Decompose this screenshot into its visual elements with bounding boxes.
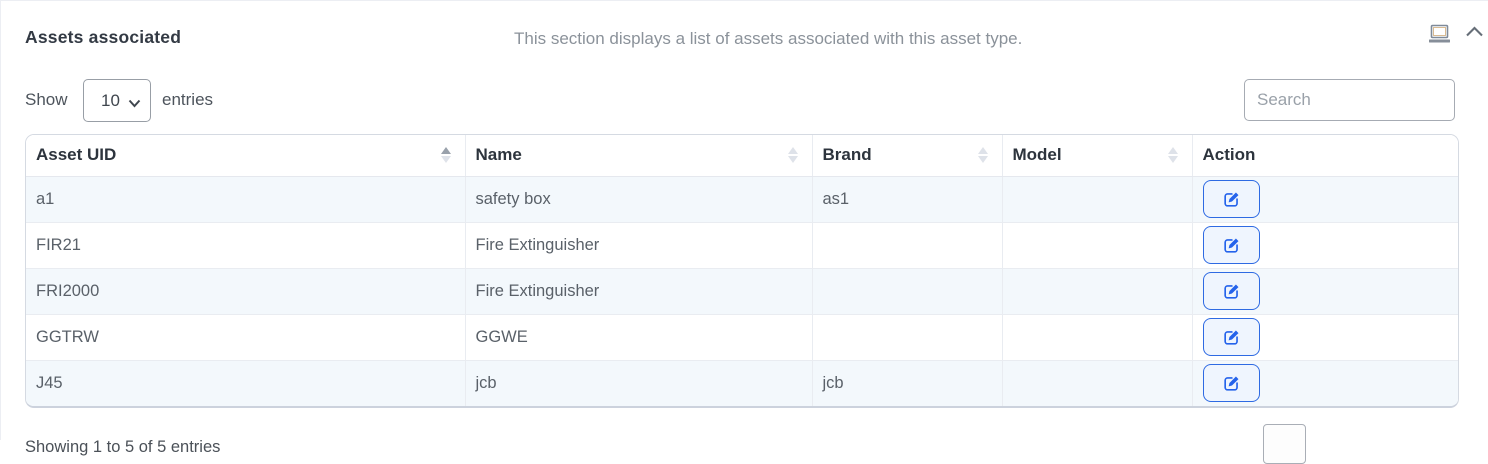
cell-action: [1192, 314, 1458, 361]
section-title: Assets associated: [25, 27, 182, 47]
table-row: FRI2000 Fire Extinguisher: [26, 268, 1458, 315]
edit-pencil-square-icon: [1223, 192, 1238, 207]
edit-pencil-square-icon: [1223, 238, 1238, 253]
cell-model: [1002, 176, 1193, 223]
cell-name: Fire Extinguisher: [465, 222, 813, 269]
assets-table: Asset UID Name Brand: [26, 135, 1458, 406]
cell-asset-uid: FIR21: [26, 222, 466, 269]
edit-pencil-square-icon: [1223, 284, 1238, 299]
cell-action: [1192, 176, 1458, 223]
edit-button[interactable]: [1202, 226, 1260, 264]
edit-pencil-square-icon: [1223, 330, 1238, 345]
cell-name: safety box: [465, 176, 813, 223]
column-header-name[interactable]: Name: [465, 135, 813, 177]
column-label: Brand: [822, 145, 872, 165]
table-row: FIR21 Fire Extinguisher: [26, 222, 1458, 269]
laptop-icon[interactable]: [1428, 24, 1451, 49]
column-label: Asset UID: [36, 145, 117, 165]
table-row: J45 jcb jcb: [26, 360, 1458, 406]
sort-icon: [787, 147, 798, 164]
cell-asset-uid: a1: [26, 176, 466, 223]
column-label: Name: [475, 145, 522, 165]
pagination-current-page-button[interactable]: [1263, 424, 1306, 464]
table-header: Asset UID Name Brand: [26, 135, 1458, 177]
edit-pencil-square-icon: [1223, 376, 1238, 391]
page-size-select[interactable]: 10: [83, 79, 151, 122]
section-description: This section displays a list of assets a…: [514, 29, 1023, 48]
cell-brand: [812, 222, 1003, 269]
cell-name: Fire Extinguisher: [465, 268, 813, 315]
cell-model: [1002, 222, 1193, 269]
cell-brand: jcb: [812, 360, 1003, 406]
search-input[interactable]: [1244, 79, 1455, 121]
column-label: Model: [1012, 145, 1062, 165]
edit-button[interactable]: [1202, 272, 1260, 310]
cell-model: [1002, 268, 1193, 315]
column-label: Action: [1202, 145, 1256, 165]
assets-table-wrap: Asset UID Name Brand: [25, 134, 1459, 408]
sort-icon: [977, 147, 988, 164]
cell-brand: [812, 268, 1003, 315]
edit-button[interactable]: [1202, 364, 1260, 403]
cell-asset-uid: GGTRW: [26, 314, 466, 361]
cell-brand: [812, 314, 1003, 361]
edit-button[interactable]: [1202, 318, 1260, 356]
cell-action: [1192, 222, 1458, 269]
entries-label: entries: [162, 90, 214, 109]
sort-icon: [440, 147, 451, 164]
column-header-action: Action: [1192, 135, 1458, 177]
cell-model: [1002, 360, 1193, 406]
show-label: Show: [25, 90, 68, 109]
sort-icon: [1167, 147, 1178, 164]
cell-action: [1192, 360, 1458, 406]
cell-asset-uid: J45: [26, 360, 466, 406]
page-size-select-wrap: 10: [83, 79, 151, 122]
cell-brand: as1: [812, 176, 1003, 223]
cell-name: GGWE: [465, 314, 813, 361]
table-row: GGTRW GGWE: [26, 314, 1458, 361]
chevron-up-icon[interactable]: [1465, 25, 1484, 43]
cell-model: [1002, 314, 1193, 361]
table-body: a1 safety box as1 FIR21 Fire Extinguisher F…: [26, 176, 1458, 406]
cell-asset-uid: FRI2000: [26, 268, 466, 315]
cell-action: [1192, 268, 1458, 315]
column-header-asset-uid[interactable]: Asset UID: [26, 135, 466, 177]
table-row: a1 safety box as1: [26, 176, 1458, 223]
cell-name: jcb: [465, 360, 813, 406]
column-header-model[interactable]: Model: [1002, 135, 1193, 177]
column-header-brand[interactable]: Brand: [812, 135, 1003, 177]
edit-button[interactable]: [1202, 180, 1260, 218]
table-info-text: Showing 1 to 5 of 5 entries: [25, 438, 221, 456]
